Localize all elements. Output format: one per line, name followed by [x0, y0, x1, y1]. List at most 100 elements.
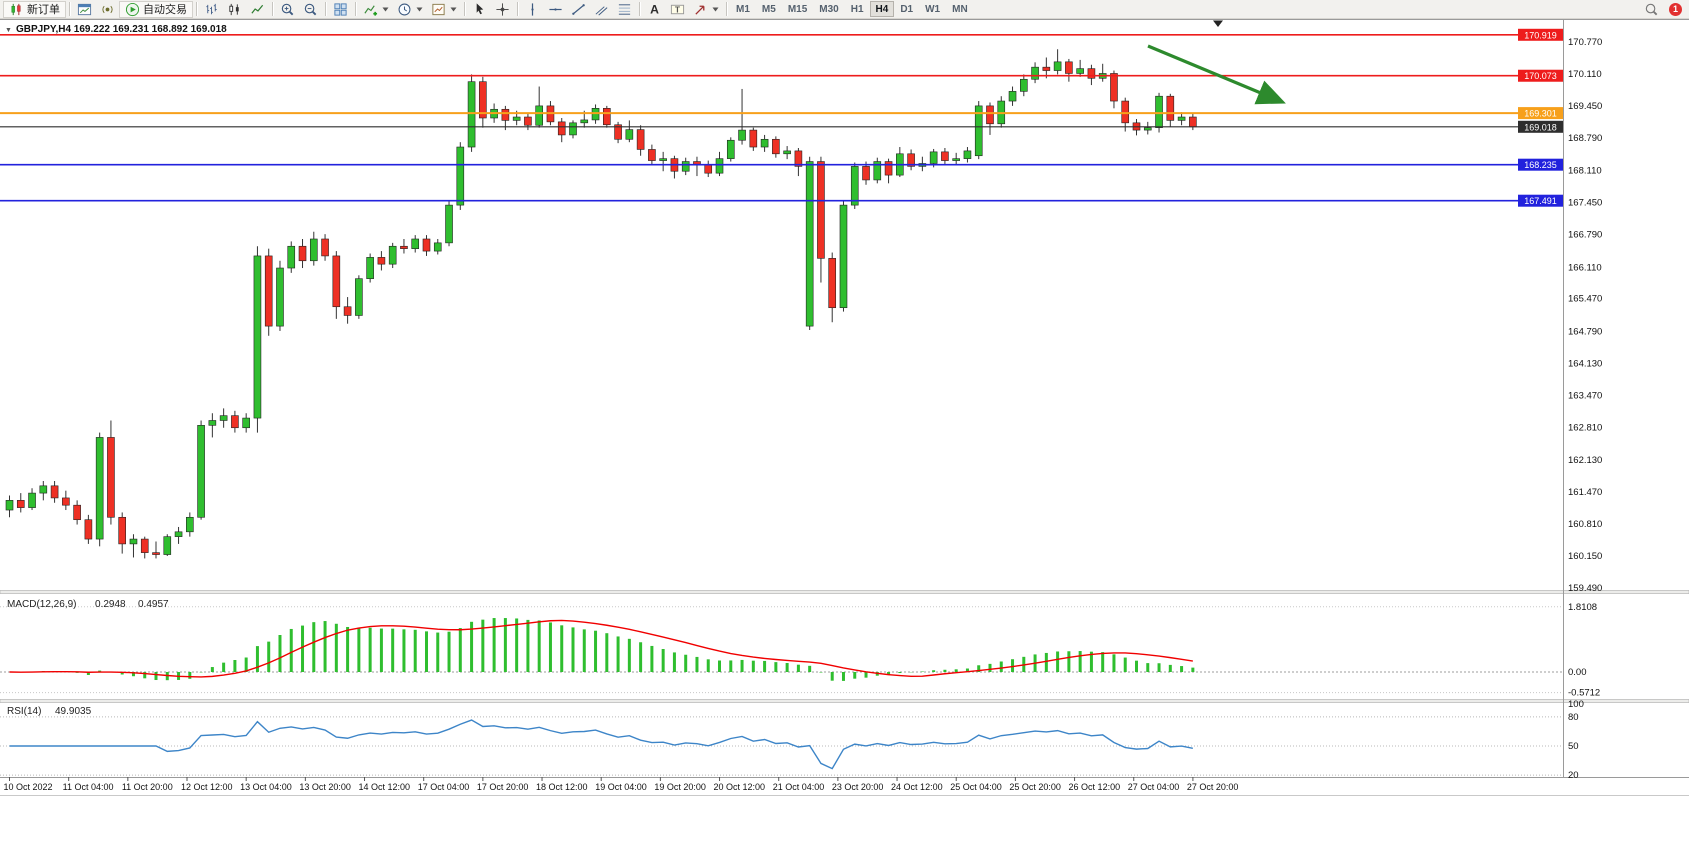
macd-value-signal: 0.4957 [138, 599, 169, 610]
level-lines-layer[interactable]: 170.919 170.073 169.301 169.018 168.235 167.4… [0, 28, 1563, 207]
svg-text:18 Oct 12:00: 18 Oct 12:00 [536, 782, 588, 792]
templates-icon [431, 2, 446, 17]
svg-text:170.919: 170.919 [1524, 30, 1557, 40]
horizontal-line-icon[interactable] [544, 1, 567, 18]
timeframe-button-H4[interactable]: H4 [869, 1, 895, 17]
svg-text:162.130: 162.130 [1568, 455, 1602, 466]
text-icon: A [647, 2, 662, 17]
svg-text:0.00: 0.00 [1568, 667, 1587, 678]
crosshair-icon[interactable] [491, 1, 514, 18]
text-label-icon: T [670, 2, 685, 17]
text-icon[interactable]: A [643, 1, 666, 18]
rsi-value: 49.9035 [55, 706, 92, 717]
search-icon[interactable] [1640, 1, 1663, 18]
channel-icon [594, 2, 609, 17]
cursor-icon[interactable] [468, 1, 491, 18]
panel-splitter-macd[interactable] [0, 590, 1689, 594]
templates-icon[interactable] [427, 1, 461, 18]
indicators-icon[interactable] [359, 1, 393, 18]
new-order-button[interactable]: 新订单 [3, 0, 66, 18]
dropdown-caret-icon[interactable] [382, 7, 389, 12]
svg-text:25 Oct 20:00: 25 Oct 20:00 [1009, 782, 1061, 792]
svg-text:167.450: 167.450 [1568, 198, 1602, 209]
dropdown-caret-icon[interactable] [712, 7, 719, 12]
macd-label: MACD(12,26,9) [7, 599, 76, 610]
rsi-indicator-layer [0, 716, 1563, 776]
chart-canvas[interactable]: 170.919 170.073 169.301 169.018 168.235 167.4… [0, 19, 1689, 796]
arrow-shapes-icon[interactable] [689, 1, 723, 18]
autotrade-icon [125, 2, 140, 17]
bar-chart-icon [204, 2, 219, 17]
zoom-in-icon[interactable] [276, 1, 299, 18]
toolbar-separator [272, 2, 273, 16]
notification-badge[interactable]: 1 [1669, 2, 1682, 16]
timeframe-button-M5[interactable]: M5 [756, 1, 782, 17]
toolbar-separator [69, 2, 70, 16]
trendline-icon [571, 2, 586, 17]
periods-icon[interactable] [393, 1, 427, 18]
timeframe-button-MN[interactable]: MN [946, 1, 974, 17]
timeframe-button-W1[interactable]: W1 [919, 1, 946, 17]
bar-chart-icon[interactable] [200, 1, 223, 18]
svg-text:T: T [675, 4, 681, 14]
broadcast-icon[interactable] [96, 1, 119, 18]
svg-text:-0.5712: -0.5712 [1568, 688, 1600, 699]
svg-text:12 Oct 12:00: 12 Oct 12:00 [181, 782, 233, 792]
svg-text:50: 50 [1568, 741, 1579, 752]
axis-labels-layer[interactable]: 170.770 170.110 169.450 168.790 168.110 167.4… [4, 37, 1603, 792]
svg-text:A: A [650, 2, 659, 16]
indicators-icon [363, 2, 378, 17]
broadcast-icon [100, 2, 115, 17]
timeframe-button-H1[interactable]: H1 [845, 1, 870, 17]
vertical-line-icon[interactable] [521, 1, 544, 18]
chart-window-icon[interactable] [73, 1, 96, 18]
svg-text:13 Oct 20:00: 13 Oct 20:00 [299, 782, 351, 792]
crosshair-icon [495, 2, 510, 17]
svg-text:20: 20 [1568, 770, 1579, 781]
macd-signal-line [9, 619, 1193, 678]
dropdown-caret-icon[interactable] [416, 7, 423, 12]
fibonacci-icon [617, 2, 632, 17]
svg-text:170.110: 170.110 [1568, 69, 1602, 80]
toolbar-separator [355, 2, 356, 16]
timeframe-button-M30[interactable]: M30 [813, 1, 844, 17]
svg-text:169.301: 169.301 [1524, 109, 1557, 119]
panel-splitter-rsi[interactable] [0, 699, 1689, 703]
svg-text:168.235: 168.235 [1524, 160, 1557, 170]
svg-text:169.450: 169.450 [1568, 101, 1602, 112]
new-order-button-label: 新订单 [27, 4, 60, 16]
trend-arrow-annotation[interactable] [1147, 44, 1286, 105]
svg-text:14 Oct 12:00: 14 Oct 12:00 [359, 782, 411, 792]
timeframe-button-D1[interactable]: D1 [894, 1, 919, 17]
autotrading-button[interactable]: 自动交易 [119, 0, 193, 18]
tile-windows-icon[interactable] [329, 1, 352, 18]
timeframe-button-M1[interactable]: M1 [730, 1, 756, 17]
svg-text:10 Oct 2022: 10 Oct 2022 [4, 782, 53, 792]
dropdown-caret-icon[interactable] [450, 7, 457, 12]
candles-layer [5, 49, 1197, 559]
fibonacci-icon[interactable] [613, 1, 636, 18]
chart-shift-marker[interactable] [1213, 20, 1223, 28]
svg-text:166.110: 166.110 [1568, 263, 1602, 274]
timeframe-button-M15[interactable]: M15 [782, 1, 813, 17]
price-badge-169.301 [1518, 107, 1563, 120]
svg-text:168.790: 168.790 [1568, 133, 1602, 144]
tile-windows-icon [333, 2, 348, 17]
trendline-icon[interactable] [567, 1, 590, 18]
text-label-icon[interactable]: T [666, 1, 689, 18]
new-order-icon [9, 2, 24, 17]
channel-icon[interactable] [590, 1, 613, 18]
line-chart-icon[interactable] [246, 1, 269, 18]
toolbar-separator [325, 2, 326, 16]
candlestick-chart-icon[interactable] [223, 1, 246, 18]
svg-text:23 Oct 20:00: 23 Oct 20:00 [832, 782, 884, 792]
toolbar-separator [464, 2, 465, 16]
chart-window-icon [77, 2, 92, 17]
svg-text:162.810: 162.810 [1568, 422, 1602, 433]
svg-text:170.770: 170.770 [1568, 37, 1602, 48]
svg-text:166.790: 166.790 [1568, 230, 1602, 241]
candlestick-chart-icon [227, 2, 242, 17]
zoom-out-icon[interactable] [299, 1, 322, 18]
svg-text:11 Oct 04:00: 11 Oct 04:00 [63, 782, 114, 792]
collapse-arrow-icon[interactable]: ▼ [5, 27, 12, 34]
